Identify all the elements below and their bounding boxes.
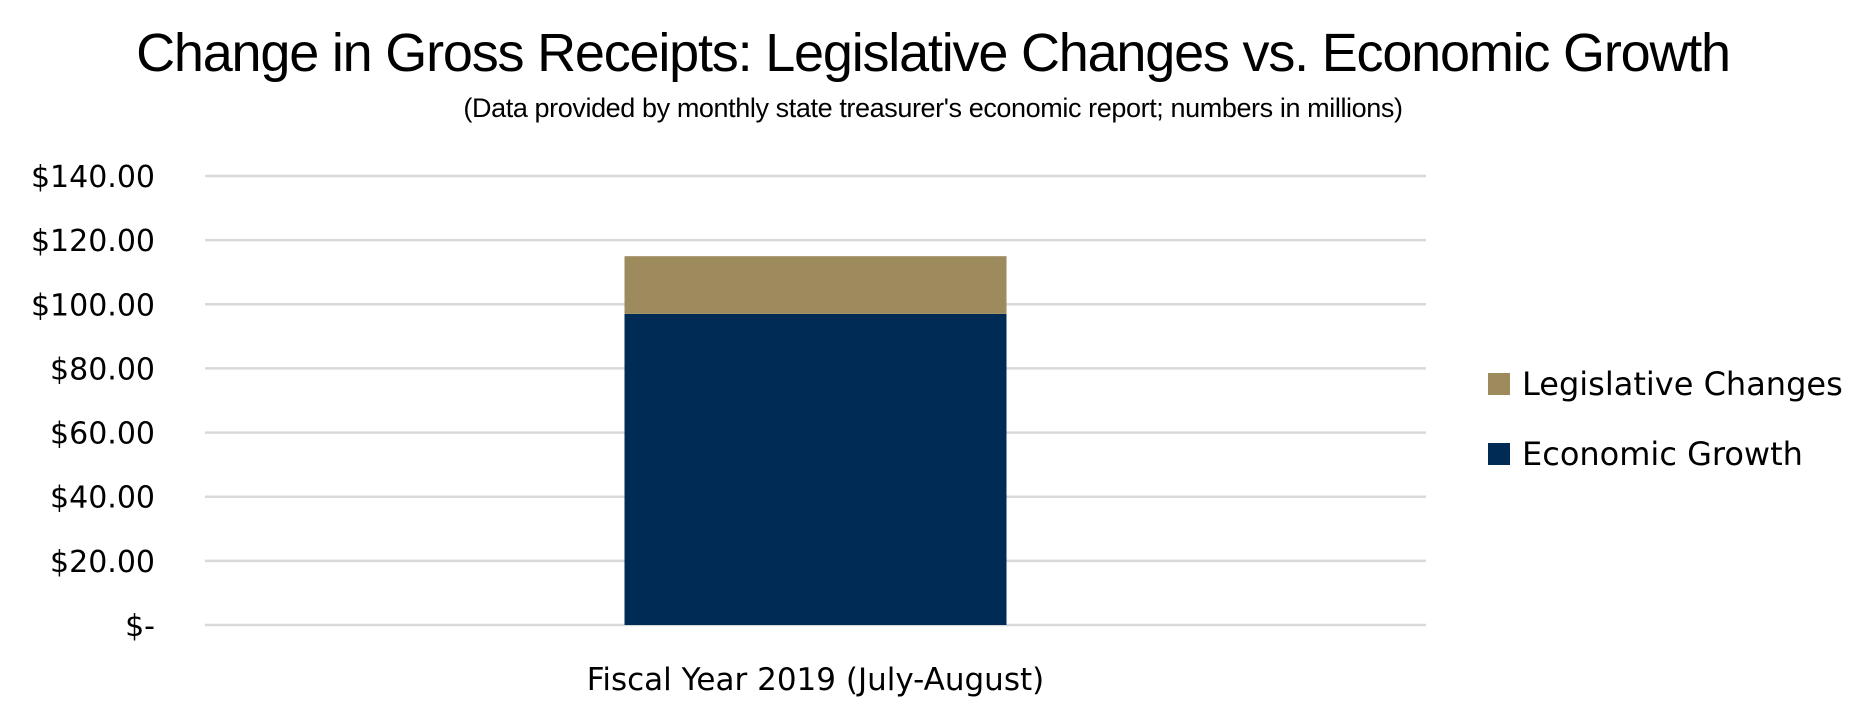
x-category-label: Fiscal Year 2019 (July-August) xyxy=(587,662,1044,698)
bar-segment-legislative-changes xyxy=(624,256,1007,314)
y-tick-label: $80.00 xyxy=(50,352,155,387)
y-tick-label: $40.00 xyxy=(50,481,155,516)
y-tick-label: $60.00 xyxy=(50,417,155,452)
y-tick-label: $- xyxy=(125,609,155,644)
legend-label: Economic Growth xyxy=(1522,435,1803,473)
y-tick-label: $20.00 xyxy=(50,545,155,580)
bars xyxy=(624,256,1007,625)
legend: Legislative Changes Economic Growth xyxy=(1488,365,1843,473)
legend-swatch-legislative-changes xyxy=(1488,373,1510,395)
y-tick-label: $140.00 xyxy=(31,160,155,195)
bar-segment-economic-growth xyxy=(624,313,1007,625)
y-axis-tick-labels: $- $20.00 $40.00 $60.00 $80.00 $100.00 $120.00… xyxy=(31,160,155,644)
x-axis-category-labels: Fiscal Year 2019 (July-August) xyxy=(587,662,1044,698)
y-tick-label: $100.00 xyxy=(31,288,155,323)
chart-title: Change in Gross Receipts: Legislative Ch… xyxy=(136,23,1731,83)
y-tick-label: $120.00 xyxy=(31,224,155,259)
chart-subtitle: (Data provided by monthly state treasure… xyxy=(463,93,1403,123)
legend-swatch-economic-growth xyxy=(1488,443,1510,465)
legend-label: Legislative Changes xyxy=(1522,365,1843,403)
